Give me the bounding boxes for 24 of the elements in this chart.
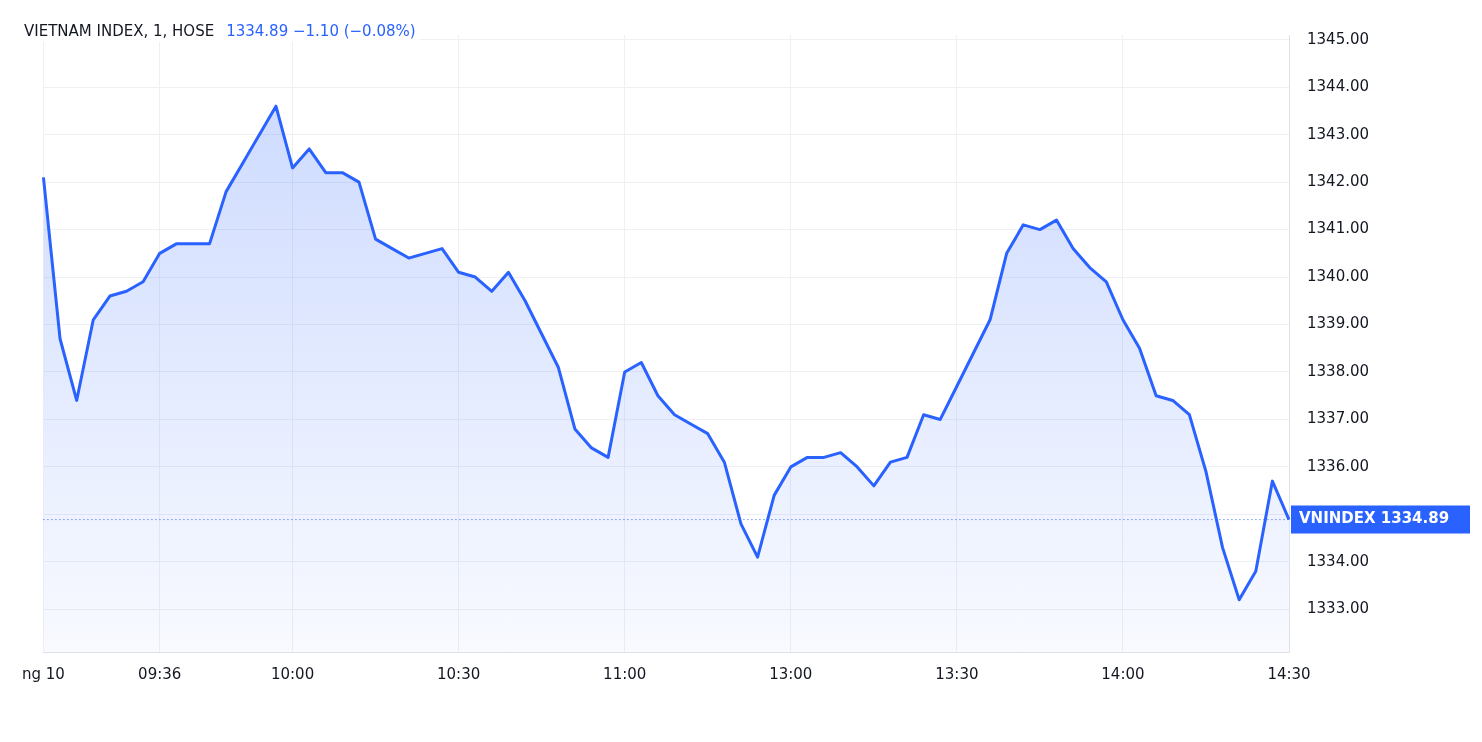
y-tick-label: 1339.00 — [1307, 314, 1370, 333]
x-tick-label: 14:00 — [1101, 664, 1145, 683]
y-tick-label: 1343.00 — [1307, 124, 1370, 143]
x-tick-label: 13:30 — [935, 664, 979, 683]
x-tick-label: ng 10 — [22, 664, 65, 683]
y-tick-label: 1344.00 — [1307, 77, 1370, 96]
x-tick-label: 10:30 — [437, 664, 481, 683]
y-tick-label: 1340.00 — [1307, 266, 1370, 285]
x-tick-label: 14:30 — [1267, 664, 1311, 683]
y-tick-label: 1342.00 — [1307, 172, 1370, 191]
chart-subtitle: 1334.89 −1.10 (−0.08%) — [226, 22, 416, 40]
y-tick-label: 1333.00 — [1307, 599, 1370, 618]
y-tick-label: 1336.00 — [1307, 456, 1370, 475]
x-tick-label: 13:00 — [769, 664, 813, 683]
y-tick-label: 1338.00 — [1307, 361, 1370, 380]
y-tick-label: 1337.00 — [1307, 409, 1370, 428]
x-tick-label: 09:36 — [138, 664, 182, 683]
x-tick-label: 11:00 — [603, 664, 647, 683]
ref-line-label: VNINDEX 1334.89 — [1299, 509, 1450, 528]
y-tick-label: 1345.00 — [1307, 29, 1370, 48]
y-tick-label: 1334.00 — [1307, 551, 1370, 570]
y-tick-label: 1341.00 — [1307, 219, 1370, 238]
x-tick-label: 10:00 — [270, 664, 315, 683]
chart-title: VIETNAM INDEX, 1, HOSE — [24, 22, 215, 40]
